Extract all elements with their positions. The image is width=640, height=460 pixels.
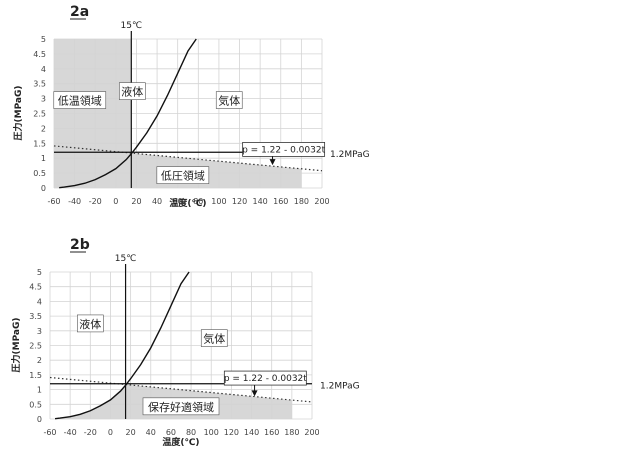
region-low-pressure-label: 低圧領域: [161, 169, 205, 183]
formula-box: [223, 370, 307, 386]
y-tick-label: 3.5: [29, 312, 42, 321]
x-tick-label: 160: [273, 197, 288, 206]
region-liquid-label-box: [77, 314, 104, 333]
x-tick-label: 120: [224, 428, 239, 437]
x-tick-label: 140: [244, 428, 259, 437]
y-axis-title: 圧力(MPaG): [10, 318, 22, 373]
formula-arrowhead: [269, 159, 276, 166]
y-tick-label: 2: [37, 356, 42, 365]
y-axis-title: 圧力(MPaG): [12, 86, 24, 141]
y-tick-label: 4: [37, 297, 42, 306]
y-tick-label: 2.5: [29, 342, 42, 351]
panel-label: 2b: [70, 237, 90, 253]
region-low-temp-label: 低温領域: [58, 94, 102, 108]
y-tick-label: 2: [41, 124, 46, 133]
x-tick-label: 100: [204, 428, 219, 437]
y-tick-label: 1: [37, 386, 42, 395]
formula-box: [242, 142, 326, 157]
region-low-temp-label-box: [53, 91, 107, 109]
x-tick-label: -40: [68, 197, 81, 206]
y-tick-label: 1: [41, 154, 46, 163]
y-tick-label: 0.5: [29, 400, 42, 409]
x-tick-label: 40: [146, 428, 156, 437]
vapor-pressure-curve: [54, 271, 190, 420]
region-gas-label: 気体: [218, 94, 240, 108]
x-tick-label: 80: [193, 197, 203, 206]
x-tick-label: 0: [108, 428, 113, 437]
y-tick-label: 3: [37, 327, 42, 336]
x-axis-title: 温度(℃): [169, 197, 206, 209]
formula-label: p = 1.22 - 0.0032t: [242, 145, 325, 155]
x-tick-label: 80: [186, 428, 196, 437]
y-tick-label: 0.5: [33, 169, 46, 178]
x-tick-label: 100: [211, 197, 226, 206]
hline-label: 1.2MPaG: [320, 382, 360, 392]
chart-panel-2a: 0 0.5 1 1.5 2 2.5 3 3.5 4 4.5 5 -60 -40 -20 0 20 40 60 80 1…: [12, 4, 370, 209]
x-axis-title: 温度(℃): [162, 436, 199, 448]
x-tick-label: 20: [126, 428, 136, 437]
y-tick-label: 0: [37, 415, 42, 424]
boundary-dotted-line: [53, 145, 323, 172]
x-tick-label: 60: [166, 428, 176, 437]
region-liquid-label-box: [119, 82, 146, 100]
y-tick-label: 4.5: [33, 50, 46, 59]
y-tick-label: 0: [41, 184, 46, 193]
y-tick-label: 5: [41, 35, 46, 44]
region-gas-label-box: [215, 91, 243, 109]
x-tick-label: 0: [113, 197, 118, 206]
x-tick-label: 180: [284, 428, 299, 437]
x-tick-label: -20: [89, 197, 102, 206]
formula-label: p = 1.22 - 0.0032t: [224, 374, 307, 384]
x-tick-label: 40: [152, 197, 162, 206]
hline-label: 1.2MPaG: [330, 150, 370, 160]
y-tick-label: 3: [41, 95, 46, 104]
y-tick-label: 4: [41, 65, 46, 74]
x-tick-label: 200: [304, 428, 319, 437]
region-gas-label-box: [200, 329, 228, 347]
panel-label: 2a: [70, 4, 89, 20]
region-liquid-label: 液体: [121, 85, 143, 99]
x-tick-label: -60: [43, 428, 56, 437]
x-tick-label: -60: [47, 197, 60, 206]
vline-label: 15℃: [115, 254, 137, 264]
region-storage-label: 保存好適領域: [148, 400, 214, 414]
x-tick-label: -20: [84, 428, 97, 437]
x-tick-label: 140: [253, 197, 268, 206]
chart-panel-2b: 0 0.5 1 1.5 2 2.5 3 3.5 4 4.5 5 -60 -40 -20 0 20 40 60 80 1…: [10, 237, 360, 448]
y-tick-label: 1.5: [33, 139, 46, 148]
x-tick-label: 20: [131, 197, 141, 206]
y-tick-label: 3.5: [33, 80, 46, 89]
x-tick-label: 60: [173, 197, 183, 206]
x-tick-label: -40: [64, 428, 77, 437]
region-liquid-label: 液体: [79, 317, 101, 331]
region-gas-label: 気体: [203, 332, 225, 346]
vline-label: 15℃: [121, 21, 143, 31]
vapor-pressure-curve: [59, 38, 197, 189]
y-tick-label: 5: [37, 268, 42, 277]
y-tick-label: 4.5: [29, 283, 42, 292]
y-tick-label: 2.5: [33, 110, 46, 119]
y-tick-label: 1.5: [29, 371, 42, 380]
region-low-pressure-label-box: [156, 166, 210, 184]
formula-arrowhead: [251, 390, 258, 397]
x-tick-label: 160: [264, 428, 279, 437]
x-tick-label: 120: [232, 197, 247, 206]
x-tick-label: 200: [314, 197, 329, 206]
region-storage-label-box: [142, 397, 220, 416]
x-tick-label: 180: [294, 197, 309, 206]
